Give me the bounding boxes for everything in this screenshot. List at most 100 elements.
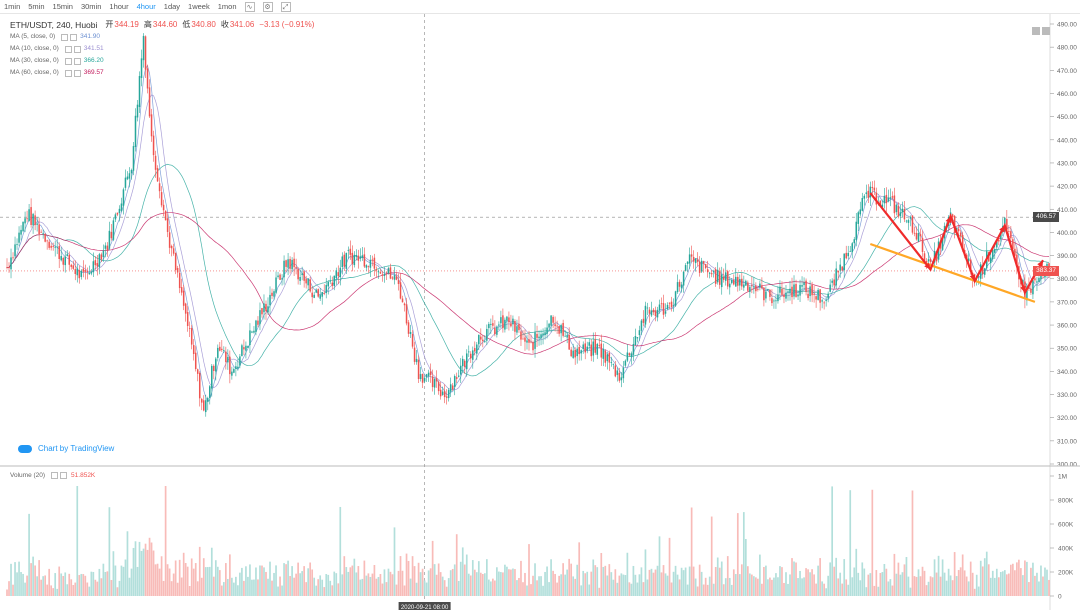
ma-remove-icon[interactable] xyxy=(73,45,81,53)
volume-bar xyxy=(905,557,908,596)
volume-bar xyxy=(809,572,811,596)
volume-bar xyxy=(1014,570,1016,596)
volume-bar xyxy=(628,582,631,596)
candle-body xyxy=(158,183,161,192)
indicator-icon[interactable]: ∿ xyxy=(244,1,255,12)
price-chart[interactable]: 300.00 310.00 320.00 330.00 340.00 350.00 360.… xyxy=(0,14,1080,610)
volume-bar xyxy=(612,579,615,596)
tradingview-brand[interactable]: Chart by TradingView xyxy=(18,444,114,453)
candle-body xyxy=(94,260,97,266)
ma-remove-icon[interactable] xyxy=(73,69,81,77)
settings-icon[interactable]: ⚙ xyxy=(262,1,273,12)
volume-bar xyxy=(339,506,342,596)
candle-body xyxy=(929,258,932,262)
candle-body xyxy=(777,294,779,302)
candle-body xyxy=(694,258,697,264)
support-trendline[interactable] xyxy=(869,242,1036,303)
volume-bar xyxy=(331,585,334,596)
volume-bar xyxy=(807,569,809,596)
volume-bar xyxy=(995,568,998,596)
ma-remove-icon[interactable] xyxy=(73,57,81,65)
candle-body xyxy=(700,260,703,272)
candle-body xyxy=(484,341,486,342)
ma-hide-icon[interactable] xyxy=(64,69,72,77)
candle-body xyxy=(578,346,580,355)
ma-line xyxy=(6,212,1050,355)
candle-body xyxy=(508,317,510,323)
volume-bar xyxy=(72,585,75,596)
ma-hide-icon[interactable] xyxy=(64,57,72,65)
candle-body xyxy=(247,346,249,348)
candle-body xyxy=(572,350,574,358)
candle-body xyxy=(616,370,619,375)
volume-bar xyxy=(359,579,362,596)
candle-body xyxy=(797,294,799,297)
candle-body xyxy=(136,104,139,118)
candle-body xyxy=(146,68,149,89)
volume-bar xyxy=(692,566,695,596)
candle-body xyxy=(58,246,60,259)
ma-remove-icon[interactable] xyxy=(70,33,78,41)
interval-button-1mon[interactable]: 1mon xyxy=(217,2,237,11)
volume-bar xyxy=(606,575,609,596)
candle-body xyxy=(367,265,370,267)
volume-bar xyxy=(1044,567,1046,596)
volume-bar xyxy=(357,566,360,596)
candle-body xyxy=(881,204,884,208)
symbol-label[interactable]: ETH/USDT, 240, Huobi xyxy=(10,20,98,30)
candle-body xyxy=(620,377,623,381)
interval-button-5min[interactable]: 5min xyxy=(28,2,45,11)
interval-button-15min[interactable]: 15min xyxy=(52,2,73,11)
collapse-icon[interactable] xyxy=(1032,27,1040,35)
candle-body xyxy=(140,58,143,78)
candle-body xyxy=(506,316,508,321)
volume-bar xyxy=(429,568,432,596)
interval-button-1day[interactable]: 1day xyxy=(163,2,181,11)
volume-bar xyxy=(208,566,211,596)
candle-body xyxy=(196,369,199,374)
volume-bar xyxy=(192,568,195,596)
maximize-icon[interactable] xyxy=(1042,27,1050,35)
volume-bar xyxy=(512,568,514,596)
ma-hide-icon[interactable] xyxy=(64,45,72,53)
volume-bar xyxy=(142,548,145,596)
volume-bar xyxy=(116,587,119,596)
volume-bar xyxy=(744,538,747,596)
candle-body xyxy=(841,266,843,271)
interval-button-30min[interactable]: 30min xyxy=(80,2,102,11)
volume-bar xyxy=(943,572,946,596)
candle-body xyxy=(389,267,392,279)
volume-bar xyxy=(993,577,996,596)
ma-hide-icon[interactable] xyxy=(61,33,69,41)
candle-body xyxy=(461,358,464,367)
volume-bar xyxy=(1016,562,1018,596)
interval-button-1hour[interactable]: 1hour xyxy=(109,2,129,11)
volume-bar xyxy=(128,577,131,596)
volume-bar xyxy=(504,564,506,596)
candle-body xyxy=(668,302,671,304)
volume-remove-icon[interactable] xyxy=(60,472,68,479)
interval-button-4hour[interactable]: 4hour xyxy=(136,2,156,11)
volume-bar xyxy=(233,582,235,596)
volume-bar xyxy=(759,554,761,596)
volume-bar xyxy=(313,577,316,596)
volume-bar xyxy=(445,586,448,596)
ma-value: 341.51 xyxy=(83,45,104,52)
volume-bar xyxy=(152,550,155,596)
volume-bar xyxy=(556,582,558,596)
interval-button-1min[interactable]: 1min xyxy=(4,2,21,11)
volume-bar xyxy=(162,580,165,596)
fullscreen-icon[interactable]: ⤢ xyxy=(280,1,291,12)
volume-bar xyxy=(293,577,295,596)
volume-bar xyxy=(80,573,83,596)
candle-body xyxy=(341,256,344,267)
interval-button-1week[interactable]: 1week xyxy=(188,2,210,11)
volume-bar xyxy=(526,585,528,596)
candle-body xyxy=(132,146,135,171)
volume-bar xyxy=(281,585,283,596)
candle-body xyxy=(733,279,735,285)
candle-body xyxy=(801,285,803,287)
volume-bar xyxy=(88,586,91,596)
volume-hide-icon[interactable] xyxy=(51,472,59,479)
candle-body xyxy=(86,271,89,273)
